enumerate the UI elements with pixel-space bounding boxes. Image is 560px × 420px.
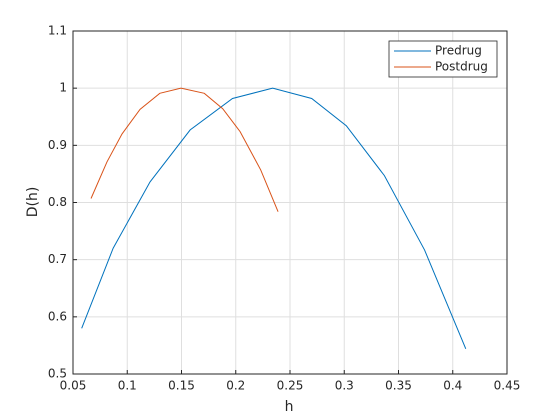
- y-tick-label: 0.9: [48, 138, 67, 152]
- x-tick-label: 0.4: [443, 379, 462, 393]
- x-tick-label: 0.1: [118, 379, 137, 393]
- x-tick-label: 0.45: [494, 379, 521, 393]
- x-tick-label: 0.35: [385, 379, 412, 393]
- y-tick-label: 1: [59, 81, 67, 95]
- x-tick-label: 0.2: [226, 379, 245, 393]
- x-axis-label: h: [285, 399, 294, 415]
- y-axis-label: D(h): [25, 187, 41, 218]
- x-tick-label: 0.3: [335, 379, 354, 393]
- legend-label: Postdrug: [435, 60, 488, 74]
- series-line: [90, 87, 279, 212]
- plot-frame: [72, 30, 508, 375]
- y-tick-label: 1.1: [48, 24, 67, 38]
- series-line: [81, 87, 467, 350]
- x-tick-label: 0.25: [277, 379, 304, 393]
- y-tick-label: 0.8: [48, 195, 67, 209]
- y-tick-label: 0.5: [48, 367, 67, 381]
- legend-box: [388, 40, 498, 78]
- y-tick-label: 0.6: [48, 309, 67, 323]
- legend-label: Predrug: [435, 44, 482, 58]
- y-tick-label: 0.7: [48, 252, 67, 266]
- x-tick-label: 0.15: [168, 379, 195, 393]
- x-tick-label: 0.05: [60, 379, 87, 393]
